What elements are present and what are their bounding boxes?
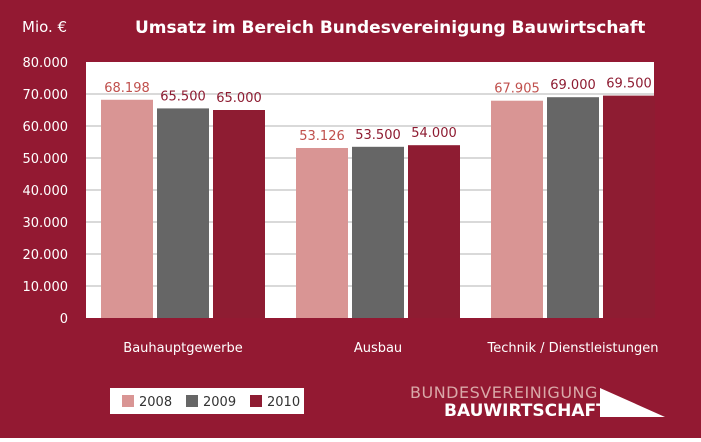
y-tick-label: 20.000: [23, 248, 69, 263]
bar-value-label: 68.198: [104, 81, 150, 96]
legend-label: 2009: [203, 395, 236, 410]
bar: [408, 145, 460, 318]
bar-value-label: 53.500: [355, 128, 401, 143]
legend: 2008 2009 2010: [110, 388, 304, 414]
logo-triangle: [600, 388, 665, 417]
legend-label: 2008: [139, 395, 172, 410]
x-tick-label: Bauhauptgewerbe: [123, 341, 242, 356]
y-tick-label: 60.000: [23, 120, 69, 135]
bar-value-label: 65.000: [216, 91, 262, 106]
y-tick-label: 70.000: [23, 88, 69, 103]
x-tick-labels-group: Bauhauptgewerbe Ausbau Technik / Dienstlei…: [123, 341, 658, 356]
bar: [213, 110, 265, 318]
bar: [296, 147, 348, 318]
y-tick-label: 50.000: [23, 152, 69, 167]
bar: [491, 100, 543, 318]
bar: [603, 95, 655, 318]
y-tick-label: 40.000: [23, 184, 69, 199]
bar-value-label: 67.905: [494, 82, 540, 97]
legend-label: 2010: [267, 395, 300, 410]
chart-title: Umsatz im Bereich Bundesvereinigung Bauw…: [135, 18, 645, 38]
y-tick-label: 80.000: [23, 56, 69, 71]
bar: [352, 146, 404, 318]
bars-group: [101, 95, 655, 319]
legend-swatch: [250, 395, 262, 407]
logo: BUNDESVEREINIGUNG BAUWIRTSCHAFT: [410, 383, 665, 421]
y-axis-unit-label: Mio. €: [22, 18, 67, 36]
y-tick-label: 10.000: [23, 280, 69, 295]
bar-value-label: 65.500: [160, 89, 206, 104]
bar-value-label: 53.126: [299, 129, 345, 144]
legend-swatch: [186, 395, 198, 407]
x-tick-label: Technik / Dienstleistungen: [487, 341, 659, 356]
y-tick-label: 0: [60, 312, 68, 327]
bar: [157, 108, 209, 319]
bar: [547, 97, 599, 318]
bar-value-label: 69.000: [550, 78, 596, 93]
x-tick-label: Ausbau: [354, 341, 402, 356]
value-labels-group: 68.198 65.500 65.000 53.126 53.500 54.000 67.9…: [104, 77, 652, 144]
logo-line-1: BUNDESVEREINIGUNG: [410, 383, 598, 402]
legend-swatch: [122, 395, 134, 407]
y-tick-labels-group: 0 10.000 20.000 30.000 40.000 50.000 60.000 70.…: [23, 56, 69, 327]
legend-box: [110, 388, 304, 414]
logo-line-2: BAUWIRTSCHAFT: [444, 401, 608, 421]
bar: [101, 99, 153, 318]
bar-value-label: 54.000: [411, 126, 457, 141]
y-tick-label: 30.000: [23, 216, 69, 231]
bar-value-label: 69.500: [606, 77, 652, 92]
